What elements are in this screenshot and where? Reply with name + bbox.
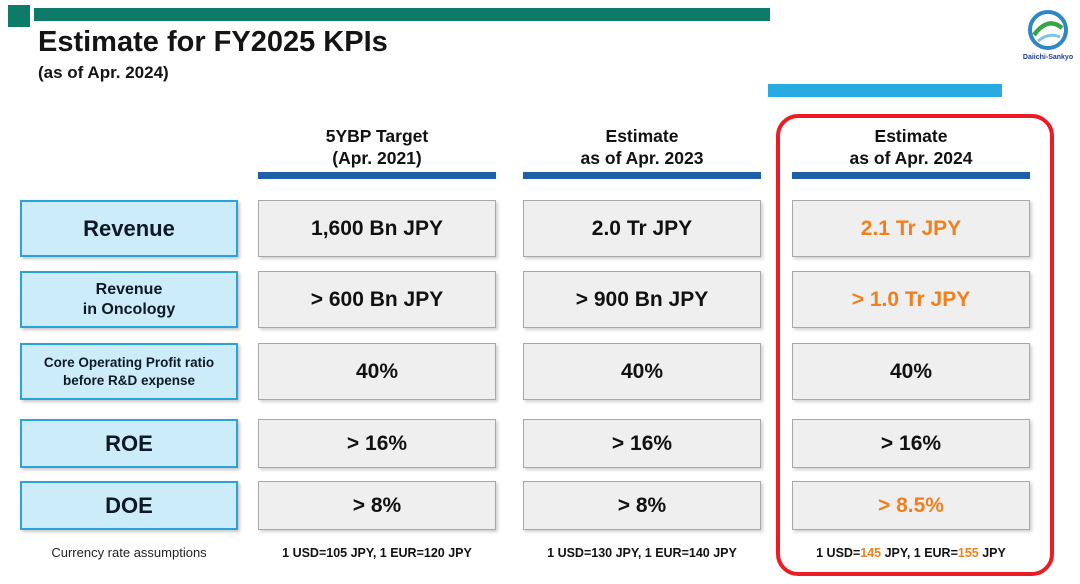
cell-oncology-apr2023: > 900 Bn JPY <box>523 271 761 328</box>
cell-value: > 16% <box>611 431 673 455</box>
cell-doe-5ybp: > 8% <box>258 481 496 530</box>
header-underline-apr2023 <box>523 172 761 179</box>
currency-part-eur-rate: 155 <box>957 546 979 560</box>
row-label-text: ROE <box>105 430 153 456</box>
currency-part: JPY <box>978 546 1006 560</box>
highlight-frame-apr2024 <box>776 114 1054 576</box>
row-label-revenue-oncology: Revenue in Oncology <box>20 271 238 328</box>
header-underline-5ybp <box>258 172 496 179</box>
company-logo: Daiichi-Sankyo <box>1018 8 1078 74</box>
corner-accent-square <box>8 5 30 27</box>
cell-roe-5ybp: > 16% <box>258 419 496 468</box>
row-label-roe: ROE <box>20 419 238 468</box>
company-logo-text: Daiichi-Sankyo <box>1022 54 1074 61</box>
cell-value: > 1.0 Tr JPY <box>851 287 971 311</box>
cell-value: 2.1 Tr JPY <box>860 216 962 240</box>
cell-core-op-apr2024: 40% <box>792 343 1030 400</box>
cell-value: 40% <box>889 359 933 383</box>
page-subtitle: (as of Apr. 2024) <box>38 63 169 82</box>
column-header-estimate-apr2023: Estimate as of Apr. 2023 <box>523 116 761 170</box>
currency-rate-5ybp: 1 USD=105 JPY, 1 EUR=120 JPY <box>282 546 472 560</box>
column-header-line2: (Apr. 2021) <box>332 148 422 169</box>
currency-assumptions-label: Currency rate assumptions <box>51 545 207 560</box>
column-header-line2: as of Apr. 2024 <box>849 148 973 169</box>
column-header-line1: 5YBP Target <box>325 125 429 146</box>
cell-value: > 600 Bn JPY <box>310 287 444 311</box>
row-label-core-op-ratio: Core Operating Profit ratio before R&D e… <box>20 343 238 400</box>
cell-value: > 16% <box>346 431 408 455</box>
column-header-5ybp-target: 5YBP Target (Apr. 2021) <box>258 116 496 170</box>
cell-value: > 900 Bn JPY <box>575 287 709 311</box>
cell-value: 40% <box>620 359 664 383</box>
cell-doe-apr2024: > 8.5% <box>792 481 1030 530</box>
column-header-estimate-apr2024: Estimate as of Apr. 2024 <box>792 116 1030 170</box>
row-label-text: Revenue <box>83 215 175 241</box>
cell-oncology-apr2024: > 1.0 Tr JPY <box>792 271 1030 328</box>
header-underline-apr2024 <box>792 172 1030 179</box>
cell-revenue-apr2024: 2.1 Tr JPY <box>792 200 1030 257</box>
cell-core-op-5ybp: 40% <box>258 343 496 400</box>
cell-value: > 8.5% <box>878 493 944 517</box>
top-accent-bar <box>34 8 770 21</box>
cell-revenue-5ybp: 1,600 Bn JPY <box>258 200 496 257</box>
cell-oncology-5ybp: > 600 Bn JPY <box>258 271 496 328</box>
cell-revenue-apr2023: 2.0 Tr JPY <box>523 200 761 257</box>
row-label-text2: in Oncology <box>82 300 176 318</box>
column-header-line2: as of Apr. 2023 <box>580 148 704 169</box>
cell-value: 40% <box>355 359 399 383</box>
cell-value: > 8% <box>617 493 667 517</box>
row-label-doe: DOE <box>20 481 238 530</box>
cell-core-op-apr2023: 40% <box>523 343 761 400</box>
row-label-text: DOE <box>105 492 153 518</box>
cell-value: > 8% <box>352 493 402 517</box>
cell-value: > 16% <box>880 431 942 455</box>
row-label-text2: before R&D expense <box>62 372 196 388</box>
currency-rate-apr2024: 1 USD=145 JPY, 1 EUR=155 JPY <box>792 546 1030 560</box>
daiichi-sankyo-logo-icon <box>1028 10 1068 50</box>
cell-value: 1,600 Bn JPY <box>311 216 443 240</box>
currency-part-usd-rate: 145 <box>860 546 882 560</box>
row-label-text: Revenue <box>95 280 163 298</box>
page-title: Estimate for FY2025 KPIs <box>38 26 388 58</box>
currency-rate-apr2023: 1 USD=130 JPY, 1 EUR=140 JPY <box>547 546 737 560</box>
column-header-line1: Estimate <box>605 125 679 146</box>
row-label-text: Core Operating Profit ratio <box>43 354 215 370</box>
cell-value: 2.0 Tr JPY <box>591 216 693 240</box>
cell-doe-apr2023: > 8% <box>523 481 761 530</box>
cell-roe-apr2024: > 16% <box>792 419 1030 468</box>
cell-roe-apr2023: > 16% <box>523 419 761 468</box>
currency-part: 1 USD= <box>816 546 861 560</box>
cyan-accent-bar <box>768 84 1002 97</box>
column-header-line1: Estimate <box>874 125 948 146</box>
currency-part: JPY, 1 EUR= <box>881 546 958 560</box>
row-label-revenue: Revenue <box>20 200 238 257</box>
